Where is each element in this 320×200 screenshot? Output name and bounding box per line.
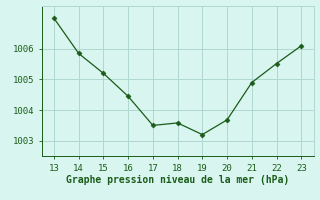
X-axis label: Graphe pression niveau de la mer (hPa): Graphe pression niveau de la mer (hPa) (66, 175, 289, 185)
